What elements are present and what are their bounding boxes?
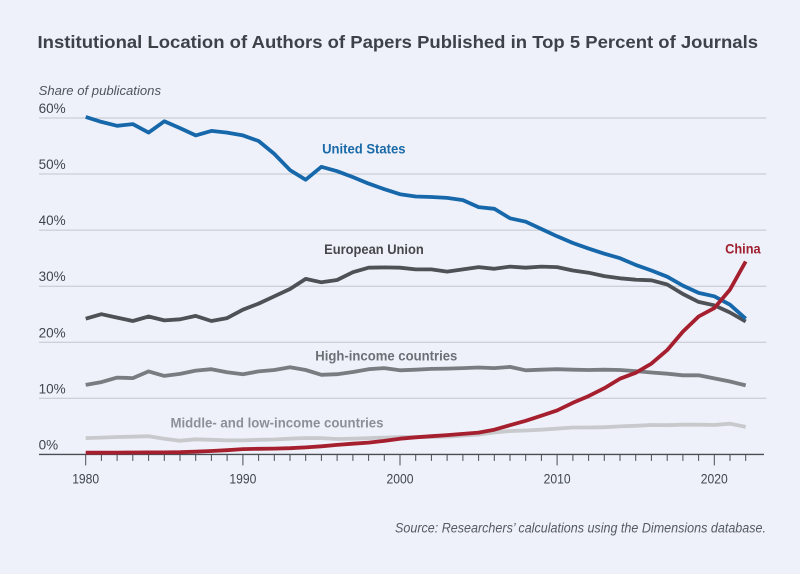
svg-text:2000: 2000 — [387, 471, 414, 486]
svg-text:2020: 2020 — [701, 471, 728, 486]
svg-text:40%: 40% — [39, 213, 66, 228]
svg-text:European Union: European Union — [324, 242, 424, 257]
svg-text:1990: 1990 — [229, 471, 256, 486]
svg-text:0%: 0% — [39, 437, 59, 452]
svg-text:2010: 2010 — [544, 471, 571, 486]
svg-text:1980: 1980 — [72, 471, 99, 486]
svg-text:20%: 20% — [39, 325, 66, 340]
svg-text:Source: Researchers’ calculati: Source: Researchers’ calculations using … — [395, 521, 766, 536]
svg-text:Institutional Location of Auth: Institutional Location of Authors of Pap… — [38, 32, 759, 52]
svg-text:High-income countries: High-income countries — [315, 348, 457, 363]
svg-text:United States: United States — [322, 142, 405, 157]
svg-text:50%: 50% — [39, 157, 66, 172]
svg-text:Middle- and low-income countri: Middle- and low-income countries — [171, 415, 384, 430]
svg-text:10%: 10% — [39, 381, 66, 396]
svg-text:30%: 30% — [39, 269, 66, 284]
svg-text:China: China — [725, 241, 761, 256]
svg-text:Share of publications: Share of publications — [39, 83, 162, 98]
svg-text:60%: 60% — [39, 101, 66, 116]
